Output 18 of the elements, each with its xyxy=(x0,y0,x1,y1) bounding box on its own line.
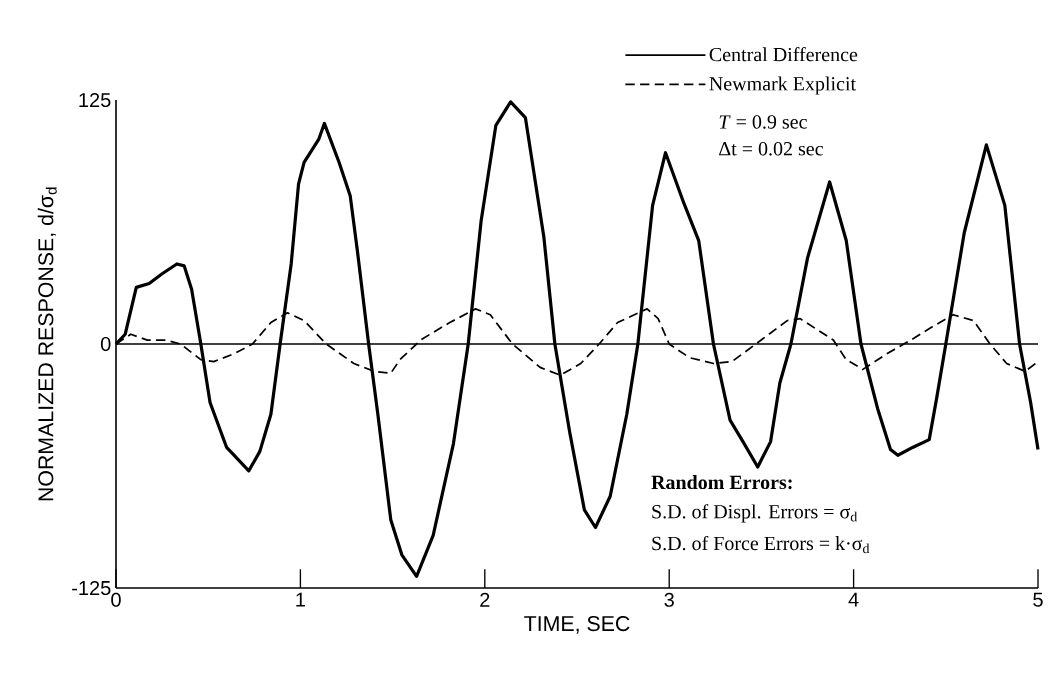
y-tick-label: 125 xyxy=(79,92,111,108)
x-tick-label: 5 xyxy=(1033,592,1043,607)
y-tick-label: 0 xyxy=(100,336,111,352)
x-tick-label: 1 xyxy=(296,592,305,607)
x-tick-label: 2 xyxy=(480,592,490,607)
annotation: Random Errors: xyxy=(651,475,792,490)
annotation: S.D. of Force Errors = k·σ$_{d}$ xyxy=(652,535,870,554)
x-tick-label: 4 xyxy=(848,592,859,607)
legend-label: Newmark Explicit xyxy=(709,76,856,95)
annotation: S.D. of Displ. Errors = σ$_{d}$ xyxy=(652,504,858,523)
annotation: Δt = 0.02 sec xyxy=(719,142,823,156)
legend-label: Central Difference xyxy=(709,47,858,62)
x-tick-label: 3 xyxy=(664,592,674,607)
x-tick-label: 0 xyxy=(111,592,121,607)
x-axis-title: TIME, SEC xyxy=(524,616,630,634)
y-axis-title: NORMALIZED RESPONSE, d/σ$_{d}$ xyxy=(37,187,57,501)
y-tick-label: -125 xyxy=(72,580,111,596)
annotation: T = 0.9 sec xyxy=(719,115,807,129)
